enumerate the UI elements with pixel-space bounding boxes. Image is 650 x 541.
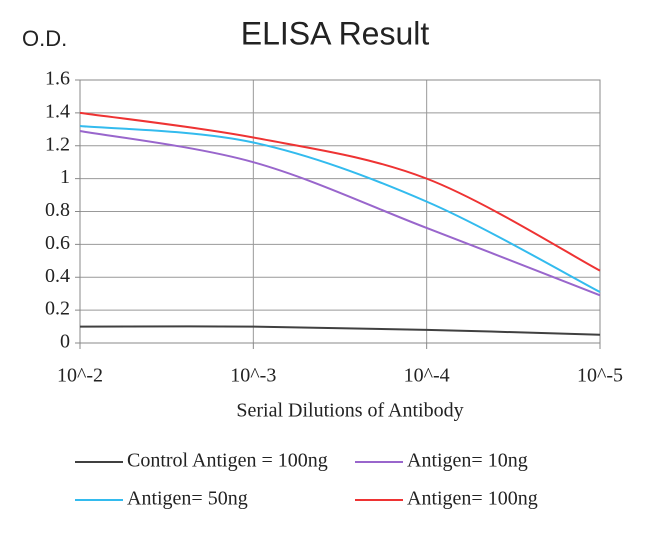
- legend-label: Control Antigen = 100ng: [127, 450, 328, 472]
- legend-label: Antigen= 100ng: [407, 488, 538, 510]
- x-tick-label: 10^-4: [404, 365, 450, 387]
- series-line: [79, 325, 601, 336]
- y-axis-label: O.D.: [22, 26, 67, 51]
- x-tick-label: 10^-5: [577, 365, 623, 387]
- legend-label: Antigen= 10ng: [407, 450, 528, 472]
- y-tick-label: 0.2: [45, 298, 70, 320]
- y-tick-label: 0: [60, 331, 70, 353]
- series-line: [79, 111, 601, 272]
- y-tick-label: 0.8: [45, 199, 70, 221]
- x-tick-label: 10^-3: [230, 365, 276, 387]
- y-tick-label: 0.6: [45, 232, 70, 254]
- legend-label: Antigen= 50ng: [127, 488, 248, 510]
- x-tick-label: 10^-2: [57, 365, 103, 387]
- y-tick-label: 0.4: [45, 265, 70, 287]
- y-tick-label: 1.4: [45, 100, 70, 122]
- plot-border: [79, 79, 601, 344]
- series-line: [79, 125, 601, 293]
- series-line: [79, 129, 601, 297]
- y-tick-label: 1.2: [45, 133, 70, 155]
- y-tick-label: 1.6: [45, 68, 70, 90]
- y-tick-label: 1: [60, 166, 70, 188]
- chart-title: ELISA Result: [241, 15, 430, 51]
- x-axis-label: Serial Dilutions of Antibody: [236, 400, 463, 422]
